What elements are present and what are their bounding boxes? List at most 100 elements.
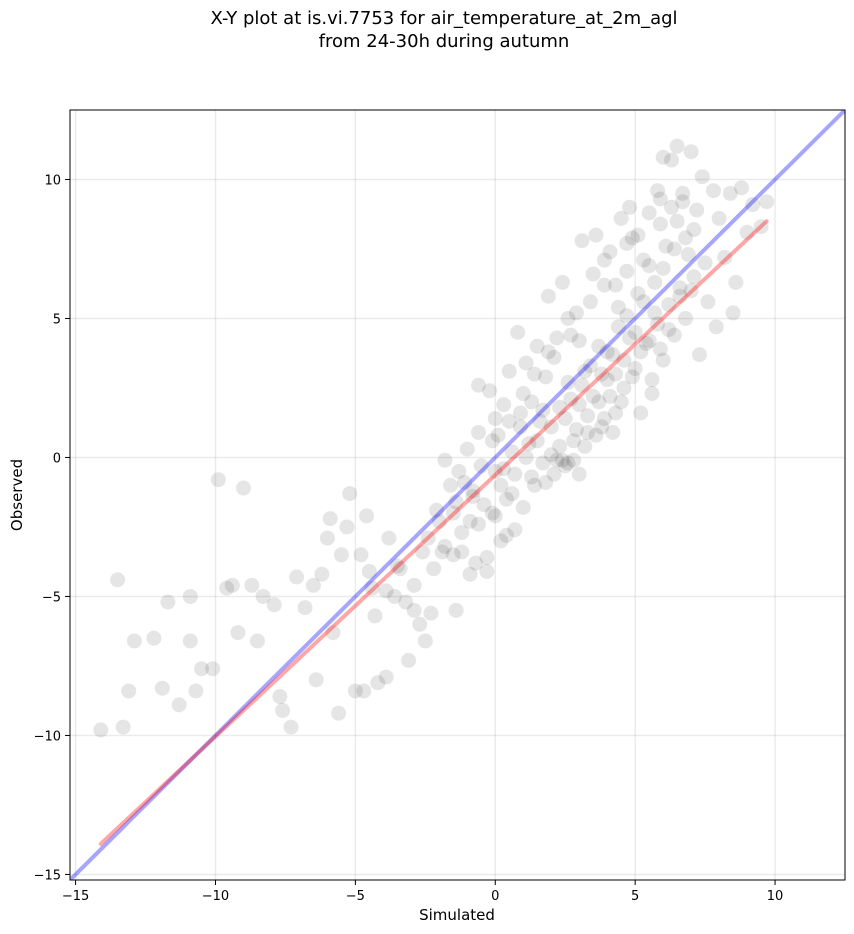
data-point (686, 269, 702, 285)
data-point (487, 411, 503, 427)
data-point (652, 341, 668, 357)
data-point (504, 444, 520, 460)
data-point (462, 513, 478, 529)
data-point (655, 149, 671, 165)
data-point (532, 413, 548, 429)
data-point (448, 494, 464, 510)
data-point (115, 719, 131, 735)
data-point (588, 427, 604, 443)
data-point (319, 530, 335, 546)
x-tick-label: 5 (631, 889, 639, 904)
data-point (624, 230, 640, 246)
data-point (490, 427, 506, 443)
scatter-points (93, 138, 775, 738)
data-point (443, 477, 459, 493)
data-point (426, 561, 442, 577)
data-point (431, 513, 447, 529)
data-point (666, 327, 682, 343)
y-tick-label: −5 (42, 590, 61, 605)
data-point (538, 369, 554, 385)
data-point (641, 258, 657, 274)
data-point (154, 680, 170, 696)
data-point (619, 308, 635, 324)
data-point (633, 344, 649, 360)
data-point (554, 274, 570, 290)
data-point (549, 452, 565, 468)
data-point (454, 525, 470, 541)
x-tick-label: −5 (346, 889, 365, 904)
data-point (275, 702, 291, 718)
data-point (638, 336, 654, 352)
data-point (333, 547, 349, 563)
data-point (554, 452, 570, 468)
data-point (146, 630, 162, 646)
data-point (697, 255, 713, 271)
data-point (624, 369, 640, 385)
data-point (381, 530, 397, 546)
data-point (664, 152, 680, 168)
data-point (678, 310, 694, 326)
data-point (498, 527, 514, 543)
data-point (722, 185, 738, 201)
data-point (619, 235, 635, 251)
data-point (745, 197, 761, 213)
data-point (540, 288, 556, 304)
data-point (171, 697, 187, 713)
data-point (560, 374, 576, 390)
data-point (526, 366, 542, 382)
data-point (580, 408, 596, 424)
data-point (568, 422, 584, 438)
data-point (429, 502, 445, 518)
data-point (594, 366, 610, 382)
data-point (689, 202, 705, 218)
data-point (622, 199, 638, 215)
data-point (420, 530, 436, 546)
data-point (552, 399, 568, 415)
data-point (504, 486, 520, 502)
x-tick-label: 0 (491, 889, 499, 904)
data-point (700, 294, 716, 310)
data-point (672, 280, 688, 296)
data-point (487, 508, 503, 524)
data-point (661, 322, 677, 338)
data-point (454, 544, 470, 560)
data-point (574, 377, 590, 393)
data-point (610, 319, 626, 335)
data-point (417, 633, 433, 649)
data-point (535, 455, 551, 471)
data-point (582, 294, 598, 310)
data-point (658, 238, 674, 254)
data-point (580, 424, 596, 440)
data-point (605, 424, 621, 440)
data-point (423, 605, 439, 621)
data-point (683, 283, 699, 299)
data-point (470, 377, 486, 393)
data-point (512, 405, 528, 421)
data-point (728, 274, 744, 290)
data-point (563, 327, 579, 343)
data-point (121, 683, 137, 699)
data-point (515, 386, 531, 402)
data-point (479, 563, 495, 579)
data-point (711, 210, 727, 226)
data-point (364, 580, 380, 596)
data-point (392, 561, 408, 577)
data-point (546, 349, 562, 365)
chart-title: X-Y plot at is.vi.7753 for air_temperatu… (210, 8, 677, 29)
data-point (557, 458, 573, 474)
x-tick-label: −15 (62, 889, 89, 904)
data-point (678, 230, 694, 246)
data-point (210, 472, 226, 488)
data-point (753, 219, 769, 235)
data-point (717, 249, 733, 265)
data-point (437, 452, 453, 468)
data-point (543, 419, 559, 435)
data-point (484, 505, 500, 521)
data-point (266, 597, 282, 613)
chart-subtitle: from 24-30h during autumn (319, 31, 570, 52)
data-point (465, 488, 481, 504)
data-point (515, 500, 531, 516)
data-point (507, 466, 523, 482)
data-point (126, 633, 142, 649)
